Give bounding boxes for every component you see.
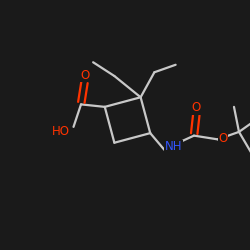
Text: NH: NH	[165, 140, 182, 153]
Text: O: O	[218, 132, 228, 144]
Text: O: O	[192, 101, 201, 114]
Text: HO: HO	[52, 125, 70, 138]
Text: O: O	[80, 69, 90, 82]
